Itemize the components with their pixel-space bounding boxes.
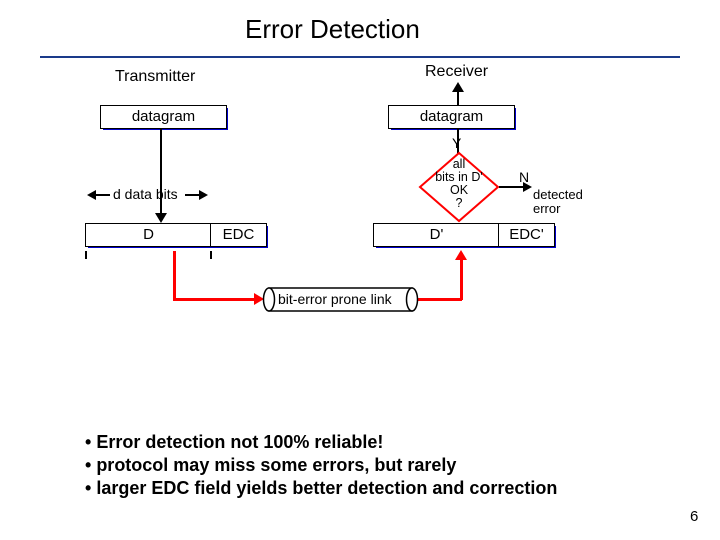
diamond-line2: bits in D' — [435, 170, 483, 184]
bullet-1: • Error detection not 100% reliable! — [85, 432, 557, 453]
bullet-3: • larger EDC field yields better detecti… — [85, 478, 557, 499]
dbits-left-line — [96, 194, 110, 196]
rx-red-arrow-head — [455, 250, 467, 260]
dbits-left-arrow — [87, 190, 96, 200]
bullet-2: • protocol may miss some errors, but rar… — [85, 455, 557, 476]
d-data-bits-label: d data bits — [113, 186, 178, 202]
rx-up-arrow-line — [457, 92, 459, 105]
transmitter-label: Transmitter — [115, 68, 195, 86]
dbits-right-line — [185, 194, 199, 196]
dbits-right-arrow — [199, 190, 208, 200]
rx-red-horiz — [414, 298, 462, 301]
n-arrow-line — [499, 186, 523, 188]
rx-up-arrow-head — [452, 82, 464, 92]
tx-red-horiz — [173, 298, 254, 301]
page-number: 6 — [690, 508, 698, 525]
bullet-list: • Error detection not 100% reliable! • p… — [85, 430, 557, 501]
rx-datagram-box: datagram — [388, 105, 515, 129]
tx-down-arrow-head — [155, 213, 167, 223]
tx-red-down — [173, 251, 176, 299]
rx-red-up — [460, 259, 463, 300]
rx-datagram-to-diamond — [457, 128, 459, 155]
receiver-label: Receiver — [425, 63, 488, 81]
diamond-line1: all — [453, 157, 466, 171]
title-underline — [40, 56, 680, 58]
tx-d-box: D — [85, 223, 212, 247]
n-label: N — [519, 169, 529, 185]
diamond-line3: OK — [450, 183, 468, 197]
link-label: bit-error prone link — [278, 291, 392, 307]
diamond-line4: ? — [456, 196, 463, 210]
tx-edc-box: EDC — [210, 223, 267, 247]
tx-tick-1 — [85, 251, 87, 259]
diamond-text: all bits in D' OK ? — [430, 158, 488, 210]
detected-error-label: detected error — [533, 188, 583, 216]
detected-line2: error — [533, 201, 560, 216]
slide-title: Error Detection — [245, 14, 420, 45]
tx-datagram-box: datagram — [100, 105, 227, 129]
rx-d-box: D' — [373, 223, 500, 247]
detected-line1: detected — [533, 187, 583, 202]
tx-tick-2 — [210, 251, 212, 259]
rx-edc-box: EDC' — [498, 223, 555, 247]
